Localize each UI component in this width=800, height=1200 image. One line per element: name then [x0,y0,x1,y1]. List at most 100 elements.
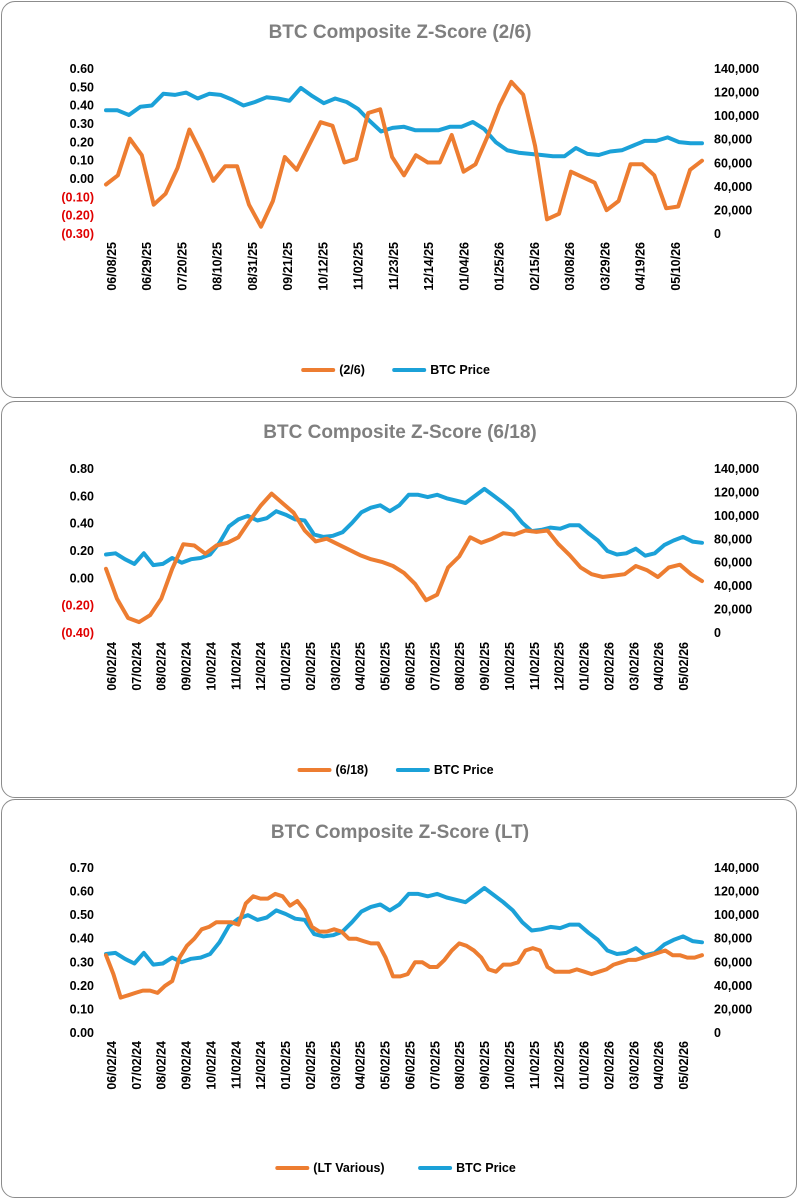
y-left-tick-label: (0.20) [61,599,94,613]
x-tick-label: 05/02/26 [677,1041,691,1090]
y-left-tick-label: 0.80 [70,462,94,476]
x-tick-label: 10/12/25 [316,242,330,291]
x-tick-label: 10/02/24 [204,642,218,691]
y-left-tick-label: 0.60 [70,62,94,76]
x-tick-label: 02/02/25 [304,642,318,691]
x-tick-label: 09/02/25 [478,1041,492,1090]
y-left-tick-label: (0.40) [61,626,94,640]
y-right-tick-label: 140,000 [714,462,759,476]
x-tick-label: 09/21/25 [281,242,295,291]
chart-lt-svg: BTC Composite Z-Score (LT) 0.00 0.10 0.20 0… [70,822,760,1175]
legend: (LT Various) BTC Price [275,1161,516,1175]
y-left-tick-label: 0.10 [70,154,94,168]
y-right-tick-label: 100,000 [714,509,759,523]
x-tick-label: 02/02/26 [602,642,616,691]
x-tick-label: 12/02/25 [553,642,567,691]
x-tick-label: 01/02/26 [578,642,592,691]
x-tick-label: 04/02/25 [354,642,368,691]
btc-price-series-line [104,85,704,159]
x-tick-label: 03/02/25 [329,642,343,691]
chart-panel-lt: BTC Composite Z-Score (LT) 0.00 0.10 0.20 0… [1,799,797,1198]
x-tick-label: 04/19/26 [634,242,648,291]
x-tick-label: 04/02/26 [652,642,666,691]
y-right-tick-label: 20,000 [714,1002,752,1016]
x-tick-label: 11/02/24 [229,1041,243,1089]
y-right-tick-label: 80,000 [714,133,752,147]
x-tick-label: 05/10/26 [669,242,683,291]
x-tick-label: 01/25/26 [493,242,507,291]
x-tick-label: 09/02/24 [180,1041,194,1090]
x-tick-label: 07/20/25 [175,242,189,291]
x-tick-label: 08/10/25 [211,242,225,291]
x-tick-label: 07/02/24 [130,642,144,691]
x-tick-label: 06/08/25 [105,242,119,291]
y-left-tick-label: 0.40 [70,517,94,531]
x-tick-label: 04/02/25 [354,1041,368,1090]
y-left-tick-label: 0.00 [70,571,94,585]
y-right-tick-label: 80,000 [714,532,752,546]
legend-price-label: BTC Price [434,763,494,777]
x-tick-label: 02/02/26 [602,1041,616,1090]
y-left-tick-label: 0.70 [70,861,94,875]
chart-2-6-svg: BTC Composite Z-Score (2/6) (0.30) (0.20)… [61,22,759,377]
x-tick-label: 06/02/24 [105,1041,119,1090]
x-tick-label: 07/02/24 [130,1041,144,1090]
y-left-tick-label: (0.10) [61,190,94,204]
y-right-tick-label: 80,000 [714,932,752,946]
y-left-tick-label: 0.60 [70,885,94,899]
y-right-tick-label: 20,000 [714,203,752,217]
y-right-tick-label: 60,000 [714,955,752,969]
x-tick-label: 06/29/25 [140,242,154,291]
y-right-tick-label: 0 [714,626,721,640]
chart-6-18-svg: BTC Composite Z-Score (6/18) (0.40) (0.20… [61,422,759,777]
y-left-tick-label: 0.50 [70,80,94,94]
y-right-tick-label: 140,000 [714,861,759,875]
x-tick-label: 05/02/26 [677,642,691,691]
x-tick-label: 03/02/26 [627,1041,641,1090]
x-tick-label: 04/02/26 [652,1041,666,1090]
x-tick-label: 12/02/24 [254,642,268,691]
legend-zscore-label: (2/6) [339,363,365,377]
legend-zscore-label: (LT Various) [313,1161,384,1175]
y-right-tick-label: 40,000 [714,979,752,993]
y-left-tick-label: 0.00 [70,172,94,186]
chart-panel-6-18: BTC Composite Z-Score (6/18) (0.40) (0.20… [1,401,797,798]
zscore-series-line [104,891,704,1000]
x-tick-label: 08/02/24 [155,642,169,691]
x-tick-label: 03/29/26 [598,242,612,291]
x-tick-label: 10/02/25 [503,1041,517,1090]
y-right-tick-label: 120,000 [714,485,759,499]
y-right-tick-label: 120,000 [714,885,759,899]
legend-zscore-label: (6/18) [336,763,369,777]
x-tick-label: 08/02/25 [453,642,467,691]
y-right-tick-label: 60,000 [714,156,752,170]
y-right-tick-label: 0 [714,1026,721,1040]
x-tick-label: 02/02/25 [304,1041,318,1090]
chart-panel-2-6: BTC Composite Z-Score (2/6) (0.30) (0.20)… [1,1,797,398]
chart-title: BTC Composite Z-Score (2/6) [269,22,532,43]
y-left-tick-label: 0.20 [70,979,94,993]
x-tick-label: 09/02/24 [180,642,194,691]
y-left-tick-label: (0.30) [61,227,94,241]
x-tick-label: 11/23/25 [387,242,401,290]
x-tick-label: 03/02/25 [329,1041,343,1090]
x-tick-label: 02/15/26 [528,242,542,291]
y-left-tick-label: 0.60 [70,489,94,503]
x-tick-label: 06/02/25 [403,642,417,691]
zscore-series-line [104,491,704,625]
x-tick-label: 12/02/25 [553,1041,567,1090]
legend: (6/18) BTC Price [297,763,494,777]
x-tick-label: 10/02/24 [204,1041,218,1090]
y-left-tick-label: 0.40 [70,932,94,946]
legend-price-label: BTC Price [456,1161,516,1175]
y-left-tick-label: 0.30 [70,955,94,969]
y-right-tick-label: 60,000 [714,556,752,570]
x-tick-label: 11/02/25 [528,642,542,690]
y-right-tick-label: 0 [714,227,721,241]
btc-price-series-line [104,886,704,967]
x-tick-label: 11/02/25 [352,242,366,290]
x-tick-label: 12/14/25 [422,242,436,291]
y-left-tick-label: 0.20 [70,135,94,149]
chart-title: BTC Composite Z-Score (LT) [271,822,529,843]
y-right-tick-label: 20,000 [714,603,752,617]
